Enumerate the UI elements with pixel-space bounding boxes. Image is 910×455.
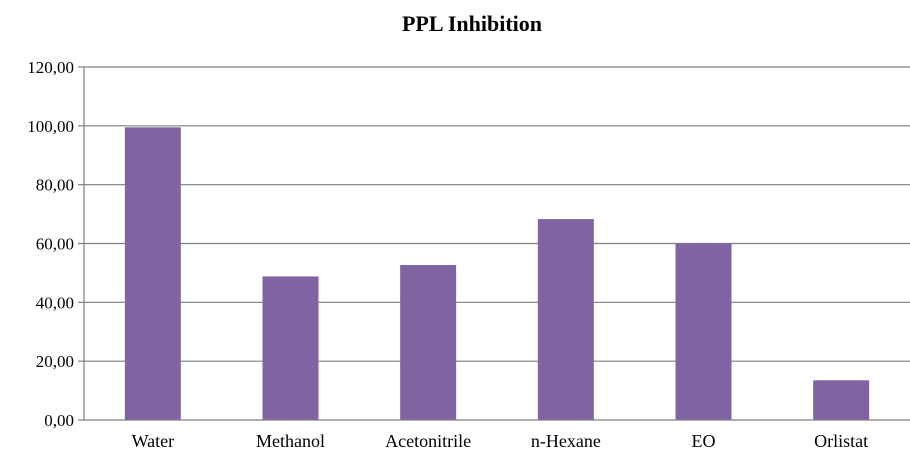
x-category-label: EO [692,431,716,451]
x-category-label: Water [132,431,175,451]
bar-acetonitrile [400,264,457,420]
bar-methanol [262,276,319,420]
y-tick-label: 40,00 [36,293,74,312]
bar-n-hexane [537,219,594,420]
x-category-labels: Water Methanol Acetonitrile n-Hexane EO Orlis… [132,431,869,451]
x-category-label: Acetonitrile [385,431,471,451]
grid-lines [78,66,910,421]
y-tick-labels: 0,00 20,00 40,00 60,00 80,00 100,00 120,00 [27,58,74,430]
bar-orlistat [813,380,870,420]
bars [124,127,870,420]
bar-eo [675,243,732,420]
x-category-label: Methanol [256,431,325,451]
bar-water [124,127,181,420]
y-tick-label: 60,00 [36,235,74,254]
y-tick-label: 120,00 [27,58,74,77]
y-tick-label: 100,00 [27,117,74,136]
y-tick-label: 80,00 [36,176,74,195]
chart-title: PPL Inhibition [402,11,542,36]
y-tick-label: 20,00 [36,352,74,371]
x-category-label: n-Hexane [531,431,601,451]
axes [83,67,910,421]
x-category-label: Orlistat [814,431,868,451]
y-tick-label: 0,00 [44,411,74,430]
